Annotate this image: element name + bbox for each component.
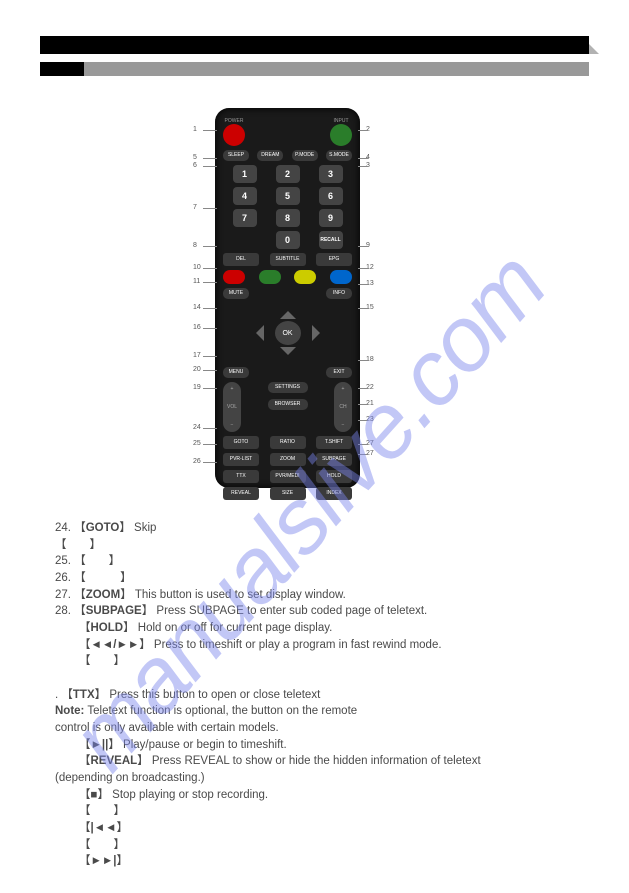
- instruction-text: 24. 【GOTO】 Skip【 】25. 【 】26. 【 】27. 【ZOO…: [55, 520, 595, 870]
- settings-button: SETTINGS: [268, 382, 308, 393]
- dream-button: DREAM: [257, 150, 283, 161]
- num-button-9: 9: [319, 209, 343, 227]
- ok-button: OK: [275, 321, 301, 345]
- callout-20: 20: [193, 366, 201, 373]
- pvrmedi-button: PVR/MEDI: [270, 470, 306, 483]
- menu-button: MENU: [223, 367, 249, 378]
- browser-button: BROWSER: [268, 399, 308, 410]
- callout-14: 14: [193, 304, 201, 311]
- remote-body: POWER INPUT SLEEP DREAM P.MODE S.MODE 1 2…: [215, 108, 360, 488]
- hold-button: HOLD: [316, 470, 352, 483]
- input-button: [330, 124, 352, 146]
- info-button: INFO: [326, 288, 352, 299]
- subtitle-button: SUBTITLE: [270, 253, 306, 266]
- callout-10: 10: [193, 264, 201, 271]
- del-button: DEL: [223, 253, 259, 266]
- subpage-button: SUBPAGE: [316, 453, 352, 466]
- green-button: [259, 270, 281, 284]
- dpad-up: [280, 303, 296, 319]
- red-button: [223, 270, 245, 284]
- callout-24: 24: [193, 424, 201, 431]
- num-button-5: 5: [276, 187, 300, 205]
- sleep-button: SLEEP: [223, 150, 249, 161]
- mid-row-1: DEL SUBTITLE EPG: [223, 253, 352, 266]
- callout-5: 5: [193, 154, 197, 161]
- epg-button: EPG: [316, 253, 352, 266]
- power-button: [223, 124, 245, 146]
- ch-rocker: +CH−: [334, 382, 352, 432]
- ttx-button: TTX: [223, 470, 259, 483]
- num-button-4: 4: [233, 187, 257, 205]
- num-button-8: 8: [276, 209, 300, 227]
- blue-button: [330, 270, 352, 284]
- bottom-button-rows: GOTO RATIO T.SHIFT PVR-LIST ZOOM SUBPAGE TTX PV…: [223, 436, 352, 500]
- num-button-6: 6: [319, 187, 343, 205]
- callout-11: 11: [193, 278, 200, 285]
- num-button-0: 0: [276, 231, 300, 249]
- callout-19: 19: [193, 384, 201, 391]
- dpad-right: [312, 325, 328, 341]
- yellow-button: [294, 270, 316, 284]
- header-bar-sub: [40, 62, 589, 76]
- pmode-button: P.MODE: [292, 150, 318, 161]
- ratio-button: RATIO: [270, 436, 306, 449]
- mute-button: MUTE: [223, 288, 249, 299]
- input-label: INPUT: [330, 118, 352, 124]
- power-label: POWER: [223, 118, 245, 124]
- goto-button: GOTO: [223, 436, 259, 449]
- callout-6: 6: [193, 162, 197, 169]
- size-button: SIZE: [270, 487, 306, 500]
- num-button-3: 3: [319, 165, 343, 183]
- color-row: [223, 270, 352, 284]
- callout-7: 7: [193, 204, 197, 211]
- num-button-2: 2: [276, 165, 300, 183]
- exit-button: EXIT: [326, 367, 352, 378]
- mode-row: SLEEP DREAM P.MODE S.MODE: [223, 150, 352, 161]
- callout-8: 8: [193, 242, 197, 249]
- dpad-left: [248, 325, 264, 341]
- smode-button: S.MODE: [326, 150, 352, 161]
- callout-16: 16: [193, 324, 201, 331]
- remote-diagram: POWER INPUT SLEEP DREAM P.MODE S.MODE 1 2…: [215, 108, 360, 488]
- tshift-button: T.SHIFT: [316, 436, 352, 449]
- callout-1: 1: [193, 126, 197, 133]
- vol-rocker: +VOL−: [223, 382, 241, 432]
- num-button-7: 7: [233, 209, 257, 227]
- number-pad: 1 2 3 4 5 6 7 8 9 0 RECALL: [223, 165, 352, 249]
- zoom-button: ZOOM: [270, 453, 306, 466]
- dpad: OK: [248, 303, 328, 363]
- index-button: INDEX: [316, 487, 352, 500]
- num-button-1: 1: [233, 165, 257, 183]
- reveal-button: REVEAL: [223, 487, 259, 500]
- pvrlist-button: PVR-LIST: [223, 453, 259, 466]
- dpad-down: [280, 347, 296, 363]
- callout-25: 25: [193, 440, 201, 447]
- num-button-RECALL: RECALL: [319, 231, 343, 249]
- callout-17: 17: [193, 352, 201, 359]
- header-bar-top: [40, 36, 589, 54]
- callout-26: 26: [193, 458, 201, 465]
